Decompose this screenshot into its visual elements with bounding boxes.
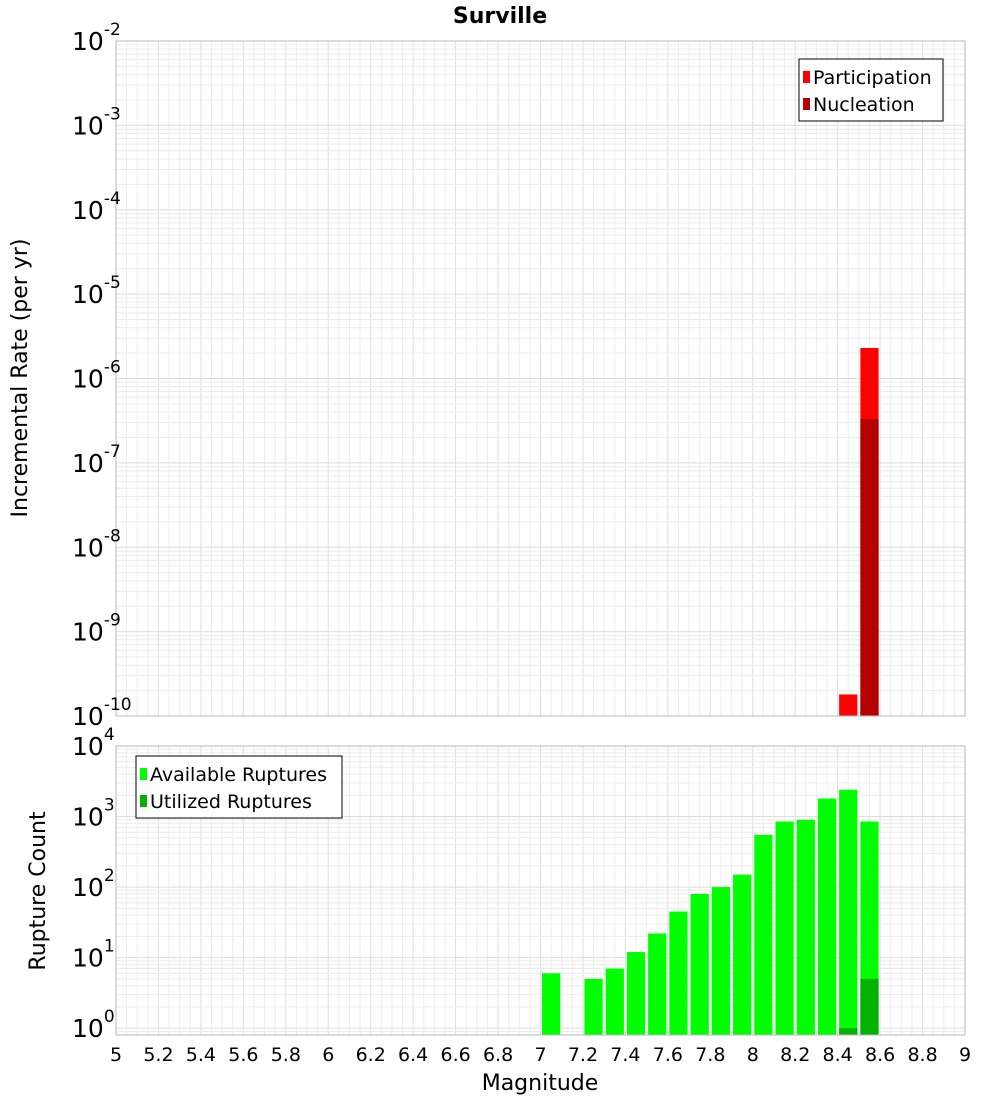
- legend-label: Available Ruptures: [150, 764, 327, 786]
- y-tick-label: 10-4: [72, 189, 121, 225]
- bar: [711, 887, 731, 1035]
- legend-swatch: [140, 795, 147, 807]
- bar: [839, 1028, 858, 1035]
- x-tick-label: 8.8: [907, 1044, 937, 1066]
- y-tick-label: 10-5: [72, 273, 121, 309]
- x-tick-label: 6: [322, 1044, 334, 1066]
- x-tick-label: 5: [110, 1044, 122, 1066]
- x-tick-label: 7.8: [695, 1044, 725, 1066]
- y-tick-label: 10-8: [72, 526, 121, 562]
- x-tick-label: 5.2: [143, 1044, 173, 1066]
- y-tick-label: 10-10: [72, 695, 132, 731]
- x-tick-label: 8: [747, 1044, 759, 1066]
- bar: [605, 968, 624, 1035]
- y-axis-label-rate: Incremental Rate (per yr): [8, 239, 33, 518]
- y-tick-label: 100: [72, 1007, 115, 1043]
- y-tick-label: 10-3: [72, 104, 121, 140]
- legend-swatch: [140, 768, 147, 780]
- bar: [796, 819, 815, 1035]
- x-tick-label: 7: [534, 1044, 546, 1066]
- legend-swatch: [803, 71, 810, 83]
- legend-label: Nucleation: [813, 94, 915, 116]
- rate-panel: 10-10 10-9 10-8 10-7 10-6 10-5 10-4 10-3 10-2 Par…: [72, 20, 966, 731]
- x-tick-label: 6.2: [356, 1044, 386, 1066]
- x-tick-label: 9: [959, 1044, 971, 1066]
- x-tick-labels: 5 5.2 5.4 5.6 5.8 6 6.2 6.4 6.6 6.8 7 7.2 7.4 7.6 7.8 8…: [110, 1044, 971, 1066]
- x-tick-label: 5.4: [186, 1044, 216, 1066]
- y-tick-label: 101: [72, 937, 115, 973]
- x-tick-label: 7.6: [653, 1044, 683, 1066]
- plot-frame: [115, 40, 966, 717]
- x-tick-label: 5.6: [228, 1044, 258, 1066]
- x-tick-label: 8.4: [823, 1044, 853, 1066]
- x-tick-label: 8.6: [865, 1044, 895, 1066]
- bar: [754, 834, 773, 1035]
- y-tick-label: 104: [72, 725, 115, 761]
- y-tick-label: 10-2: [72, 20, 121, 56]
- x-axis-label: Magnitude: [482, 1071, 599, 1096]
- rupture-count-panel: 100 101 102 103 104 5 5.2 5.4 5.6 5.8 6 6.2 6.4 6.6 6.…: [72, 725, 971, 1066]
- x-tick-label: 8.2: [780, 1044, 810, 1066]
- x-tick-label: 7.4: [610, 1044, 640, 1066]
- x-tick-label: 7.2: [568, 1044, 598, 1066]
- legend-label: Participation: [813, 67, 932, 89]
- grid: [115, 40, 966, 717]
- y-tick-label: 102: [72, 866, 115, 902]
- bar: [690, 893, 709, 1035]
- x-tick-label: 5.8: [271, 1044, 301, 1066]
- bar: [775, 821, 794, 1035]
- y-axis-label-count: Rupture Count: [26, 811, 51, 971]
- x-tick-label: 6.8: [483, 1044, 513, 1066]
- bar: [584, 978, 603, 1035]
- bar: [542, 973, 561, 1035]
- bar: [626, 952, 646, 1035]
- bar: [839, 694, 858, 716]
- series-nucleation: [860, 419, 879, 716]
- legend-swatch: [803, 98, 810, 110]
- y-tick-labels: 10-10 10-9 10-8 10-7 10-6 10-5 10-4 10-3 10-2: [72, 20, 132, 731]
- bar: [733, 874, 752, 1035]
- bar: [648, 933, 667, 1035]
- bar: [839, 789, 858, 1035]
- x-tick-label: 6.6: [440, 1044, 470, 1066]
- y-tick-label: 10-6: [72, 358, 121, 394]
- plot-frame: [115, 745, 966, 1036]
- legend: Participation Nucleation: [798, 58, 944, 122]
- legend: Available Ruptures Utilized Ruptures: [135, 755, 343, 819]
- legend-box: [798, 58, 944, 122]
- series-utilized-ruptures: [839, 978, 879, 1035]
- y-tick-label: 10-7: [72, 442, 121, 478]
- bar: [860, 419, 879, 716]
- x-tick-label: 6.4: [398, 1044, 428, 1066]
- legend-box: [135, 755, 343, 819]
- chart-title: Surville: [453, 4, 547, 29]
- y-tick-label: 103: [72, 796, 115, 832]
- legend-label: Utilized Ruptures: [150, 791, 312, 813]
- bar: [860, 978, 879, 1035]
- y-tick-labels: 100 101 102 103 104: [72, 725, 115, 1043]
- bar: [669, 911, 688, 1035]
- bar: [817, 798, 837, 1035]
- y-tick-label: 10-9: [72, 611, 121, 647]
